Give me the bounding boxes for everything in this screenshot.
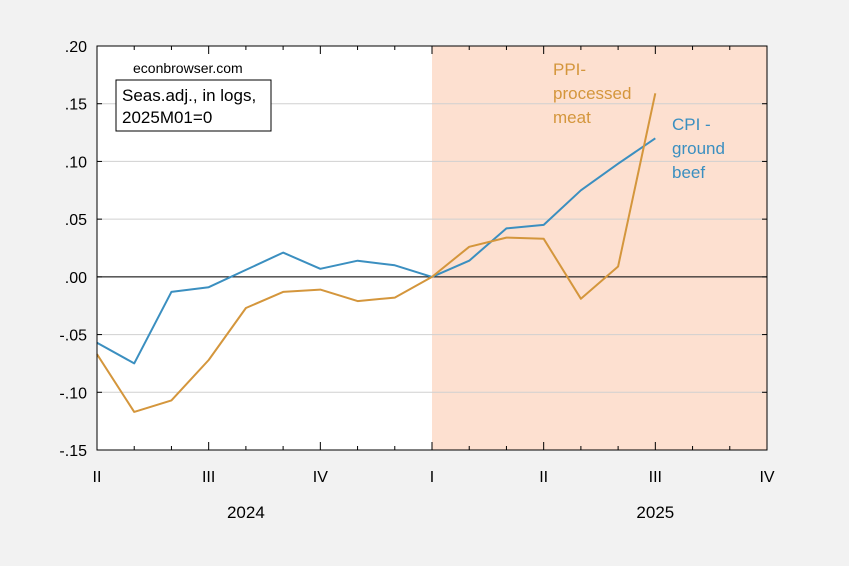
series-line-0 (96, 137, 656, 365)
series-label-line: CPI - (672, 115, 711, 134)
y-tick-label: .10 (65, 154, 87, 171)
y-tick-label: .15 (65, 97, 87, 114)
y-tick-label: .05 (65, 212, 87, 229)
series-label-0: CPI - ground beef (672, 115, 725, 182)
y-tick-label: -.15 (59, 443, 87, 460)
y-tick-label: .20 (65, 39, 87, 56)
x-tick-label: IV (313, 469, 328, 486)
x-tick-label: III (649, 469, 662, 486)
year-label: 2025 (636, 503, 674, 522)
series-label-line: PPI- (553, 60, 586, 79)
series-line-1 (96, 93, 657, 413)
x-tick-label: III (202, 469, 215, 486)
y-tick-label: .00 (65, 270, 87, 287)
x-tick-label: IV (759, 469, 774, 486)
series-label-line: ground (672, 139, 725, 158)
x-tick-label: II (539, 469, 548, 486)
source-label: econbrowser.com (133, 60, 243, 76)
note-box (115, 79, 272, 132)
note-line: 2025M01=0 (122, 108, 212, 127)
year-label: 2024 (227, 503, 265, 522)
x-tick-label: II (93, 469, 102, 486)
x-tick-label: I (430, 469, 434, 486)
note-text: Seas.adj., in logs, 2025M01=0 (122, 86, 256, 127)
series-label-1: PPI-processed meat (553, 60, 631, 127)
series-label-line: meat (553, 108, 591, 127)
y-tick-label: -.10 (59, 385, 87, 402)
series-label-line: beef (672, 163, 705, 182)
shaded-region (432, 46, 767, 450)
note-line: Seas.adj., in logs, (122, 86, 256, 105)
series-label-line: processed (553, 84, 631, 103)
y-tick-label: -.05 (59, 328, 87, 345)
